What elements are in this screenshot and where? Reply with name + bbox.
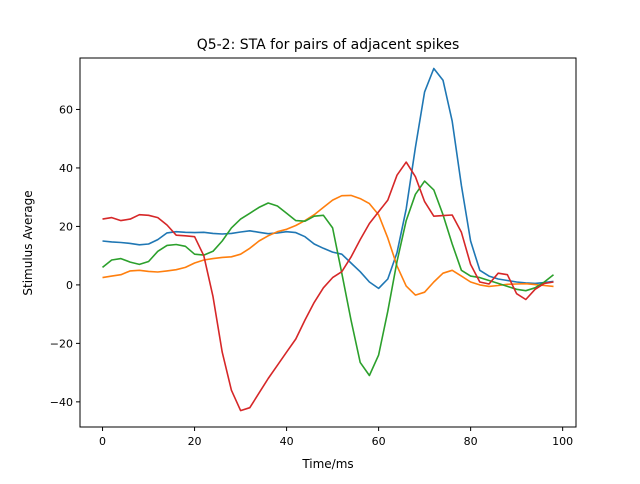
tick-layer: 0 20 40 60 80 100 −40 −20 0 20 40 60	[50, 103, 573, 448]
x-tick-label: 20	[188, 435, 202, 448]
series-line-1	[102, 67, 554, 290]
x-tick-label: 80	[464, 435, 478, 448]
chart-title: Q5-2: STA for pairs of adjacent spikes	[197, 37, 460, 53]
x-tick-label: 100	[552, 435, 573, 448]
axes-frame	[79, 57, 577, 428]
x-tick-label: 60	[372, 435, 386, 448]
y-axis-label: Stimulus Average	[21, 190, 35, 295]
series-layer	[101, 67, 554, 412]
series-line-4	[102, 161, 554, 412]
x-tick-label: 40	[280, 435, 294, 448]
x-axis-label: Time/ms	[301, 457, 353, 471]
y-tick-label: 0	[66, 279, 73, 292]
series-line-2	[102, 194, 554, 296]
y-tick-label: 20	[59, 220, 73, 233]
y-tick-label: −20	[50, 337, 73, 350]
x-tick-label: 0	[99, 435, 106, 448]
y-tick-label: −40	[50, 396, 73, 409]
y-tick-label: 60	[59, 103, 73, 116]
y-tick-label: 40	[59, 162, 73, 175]
